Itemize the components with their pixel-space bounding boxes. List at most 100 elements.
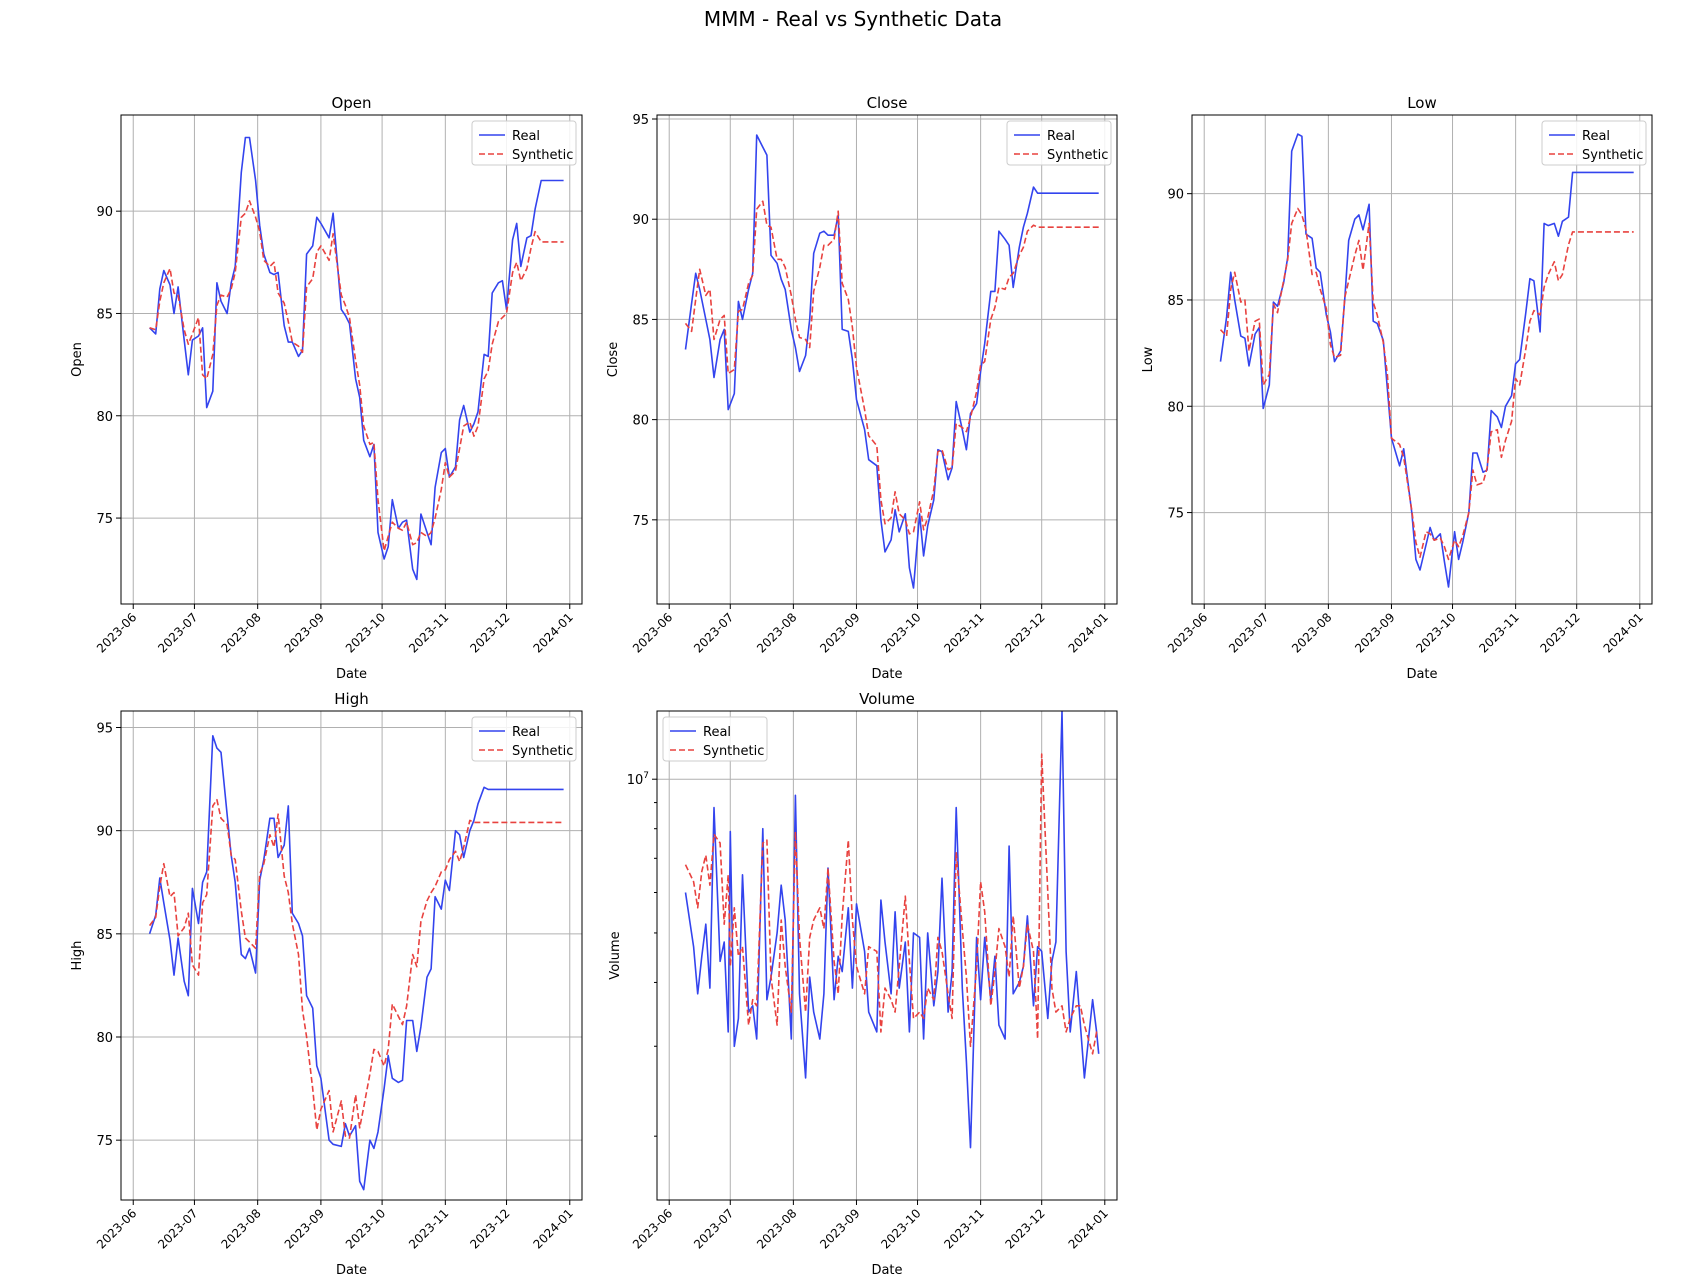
x-tick-label: 2023-10 <box>878 1206 923 1251</box>
y-axis-label: Volume <box>608 931 623 979</box>
axes-frame <box>120 114 583 605</box>
figure-suptitle: MMM - Real vs Synthetic Data <box>704 7 1002 31</box>
series-line-real <box>684 711 1100 1149</box>
series-line-synthetic <box>149 200 564 552</box>
subplot-title: High <box>334 690 368 708</box>
x-tick-label: 2023-08 <box>754 1206 799 1251</box>
axes-frame <box>656 710 1118 1201</box>
x-tick-label: 2023-10 <box>343 610 388 655</box>
y-axis-label: Open <box>70 342 85 377</box>
x-tick-label: 2023-11 <box>1476 610 1521 655</box>
y-tick-label: 75 <box>96 1134 113 1149</box>
subplot-title: Low <box>1407 94 1437 112</box>
x-tick-label: 2023-12 <box>467 610 512 655</box>
y-tick-label: 85 <box>96 307 113 322</box>
series-line-real <box>149 136 564 581</box>
x-tick-label: 2023-06 <box>630 610 675 655</box>
subplot-open: 2023-06 2023-07 2023-08 2023-09 2023-10 2023-… <box>70 94 583 682</box>
x-tick-label: 2023-06 <box>94 610 139 655</box>
x-axis-label: Date <box>871 667 902 682</box>
y-tick-label: 90 <box>96 825 113 840</box>
y-tick-label: 85 <box>96 928 113 943</box>
x-axis-label: Date <box>336 667 367 682</box>
legend-label: Real <box>512 129 540 144</box>
x-tick-label: 2023-09 <box>817 1206 862 1251</box>
x-tick-label: 2024-01 <box>1066 610 1111 655</box>
legend-label: Synthetic <box>512 148 573 163</box>
x-tick-label: 2023-07 <box>1226 610 1271 655</box>
series-line-real <box>148 734 564 1191</box>
y-tick-label: 80 <box>1167 400 1184 415</box>
x-tick-label: 2024-01 <box>531 610 576 655</box>
x-tick-label: 2023-11 <box>941 610 986 655</box>
subplot-title: Close <box>867 94 908 112</box>
x-tick-label: 2023-11 <box>406 1206 451 1251</box>
y-tick-label: 90 <box>632 213 649 228</box>
x-tick-label: 2023-10 <box>343 1206 388 1251</box>
x-tick-label: 2023-09 <box>817 610 862 655</box>
x-tick-label: 2023-07 <box>691 1206 736 1251</box>
y-tick-label: 80 <box>96 1031 113 1046</box>
legend-label: Real <box>1047 129 1075 144</box>
x-tick-label: 2023-06 <box>630 1206 675 1251</box>
series-line-real <box>1219 133 1634 588</box>
axes-frame <box>120 710 583 1201</box>
series-line-synthetic <box>148 798 564 1139</box>
x-tick-label: 2023-12 <box>467 1206 512 1251</box>
y-tick-label: 90 <box>96 205 113 220</box>
legend: Real Synthetic <box>471 120 577 166</box>
x-tick-label: 2024-01 <box>1066 1206 1111 1251</box>
x-tick-label: 2024-01 <box>531 1206 576 1251</box>
legend-label: Synthetic <box>512 744 573 759</box>
axes-frame <box>656 114 1118 605</box>
subplots: 2023-06 2023-07 2023-08 2023-09 2023-10 2023-… <box>70 94 1653 1278</box>
series-line-synthetic <box>684 200 1099 535</box>
y-tick-label: 80 <box>96 410 113 425</box>
subplot-low: 2023-06 2023-07 2023-08 2023-09 2023-10 2023-… <box>1141 94 1653 682</box>
legend-label: Real <box>512 725 540 740</box>
y-tick-label: 85 <box>1167 294 1184 309</box>
x-tick-label: 2023-08 <box>754 610 799 655</box>
subplot-title: Volume <box>859 690 915 708</box>
legend: Real Synthetic <box>1541 120 1647 166</box>
y-tick-label: 75 <box>96 512 113 527</box>
x-tick-label: 2023-08 <box>218 610 263 655</box>
x-tick-label: 2023-06 <box>1165 610 1210 655</box>
x-axis-label: Date <box>336 1263 367 1278</box>
x-axis-label: Date <box>871 1263 902 1278</box>
x-tick-label: 2023-09 <box>1352 610 1397 655</box>
legend-label: Real <box>703 725 731 740</box>
x-tick-label: 2023-12 <box>1002 610 1047 655</box>
x-tick-label: 2023-12 <box>1002 1206 1047 1251</box>
x-tick-label: 2023-11 <box>406 610 451 655</box>
y-tick-label: 75 <box>632 514 649 529</box>
y-axis-label: Low <box>1141 346 1156 372</box>
x-tick-label: 2023-09 <box>282 610 327 655</box>
legend: Real Synthetic <box>662 716 768 762</box>
x-tick-label: 2023-06 <box>94 1206 139 1251</box>
series-line-real <box>684 134 1099 589</box>
series-line-synthetic <box>684 753 1099 1055</box>
y-axis-label: High <box>70 941 85 971</box>
x-tick-label: 2023-07 <box>155 1206 200 1251</box>
subplot-high: 2023-06 2023-07 2023-08 2023-09 2023-10 2023-… <box>70 690 583 1278</box>
x-tick-label: 2023-10 <box>878 610 923 655</box>
x-tick-label: 2023-11 <box>941 1206 986 1251</box>
legend-label: Synthetic <box>703 744 764 759</box>
y-tick-label: 95 <box>632 113 649 128</box>
y-tick-label: 95 <box>96 722 113 737</box>
x-tick-label: 2023-10 <box>1413 610 1458 655</box>
x-tick-label: 2023-12 <box>1537 610 1582 655</box>
legend-label: Synthetic <box>1582 148 1643 163</box>
x-tick-label: 2023-07 <box>691 610 736 655</box>
legend-label: Synthetic <box>1047 148 1108 163</box>
x-tick-label: 2023-08 <box>1289 610 1334 655</box>
x-tick-label: 2023-08 <box>218 1206 263 1251</box>
y-tick-label: 75 <box>1167 507 1184 522</box>
y-tick-label: 90 <box>1167 188 1184 203</box>
legend: Real Synthetic <box>1006 120 1112 166</box>
legend-label: Real <box>1582 129 1610 144</box>
y-tick-label: 80 <box>632 414 649 429</box>
y-tick-label: 85 <box>632 313 649 328</box>
